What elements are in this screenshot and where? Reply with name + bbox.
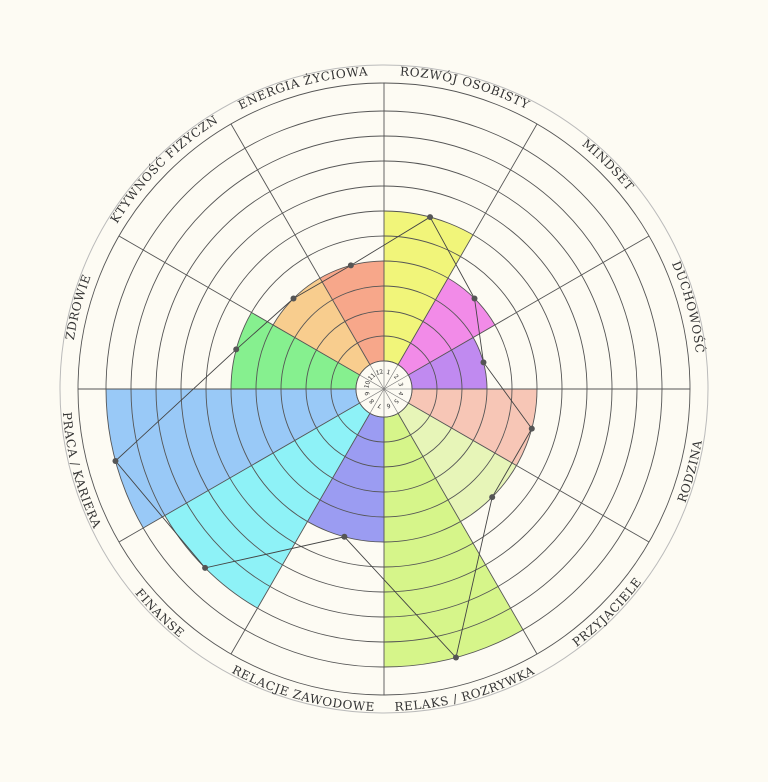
score-dot: [452, 654, 459, 661]
hub-number: 1: [386, 369, 392, 377]
sector-7: [307, 413, 384, 542]
hub-spoke: [359, 388, 385, 404]
score-dot: [233, 346, 240, 353]
category-label: DUCHOWOŚĆ: [669, 259, 709, 354]
category-label: FINANSE: [133, 586, 188, 641]
hub-number: 12: [375, 368, 384, 377]
hub-spoke: [383, 388, 409, 404]
sector-5: [398, 403, 517, 522]
sector-10: [231, 312, 360, 389]
category-label: RODZINA: [675, 439, 705, 505]
score-connector: [112, 214, 535, 661]
hub-number: 9: [364, 390, 372, 396]
score-dot: [480, 359, 487, 366]
spoke: [397, 123, 538, 365]
score-dot: [112, 457, 119, 464]
hub-number: 3: [396, 382, 404, 388]
spoke: [118, 235, 360, 376]
sector-9: [106, 389, 360, 528]
hub-number: 8: [368, 397, 376, 405]
spoke: [230, 123, 371, 365]
score-dot: [341, 533, 348, 540]
category-label: ENERGIA ŻYCIOWA: [236, 64, 369, 112]
hub-number: 10: [363, 380, 372, 389]
sector-2: [408, 337, 487, 389]
category-label: MINDSET: [579, 136, 636, 193]
hub-number: 2: [392, 373, 400, 381]
spoke: [230, 413, 371, 655]
score-dot: [202, 564, 209, 571]
score-dot: [427, 214, 434, 221]
hub-spoke: [383, 374, 409, 390]
sector-6: [384, 413, 523, 667]
sector-0: [384, 211, 473, 365]
hub-number: 7: [377, 401, 383, 409]
sector-11: [273, 278, 370, 375]
hub-spoke: [383, 388, 399, 414]
hub-number: 6: [385, 401, 391, 409]
grid: [59, 64, 709, 714]
sector-1: [398, 278, 495, 375]
hub-number: 11: [367, 372, 377, 382]
score-dot: [290, 295, 297, 302]
hub-spoke: [369, 364, 385, 390]
score-dot: [489, 494, 496, 501]
sector-8: [164, 403, 370, 609]
category-label: ROZWÓJ OSOBISTY: [400, 64, 533, 112]
category-label: PRZYJACIELE: [570, 575, 645, 650]
spoke: [408, 235, 650, 376]
hub-number: 5: [392, 397, 400, 405]
hub-number: 4: [396, 391, 404, 397]
hub-spoke: [359, 374, 385, 390]
category-label: RELAKS / ROZRYWKA: [394, 663, 537, 714]
spoke: [397, 413, 538, 655]
spoke: [118, 402, 360, 543]
outer-label-ring: [59, 64, 709, 714]
category-label: RELACJE ZAWODOWE: [230, 663, 376, 714]
score-dot: [528, 425, 535, 432]
filled-sectors: [106, 211, 537, 667]
sector-3: [408, 389, 537, 466]
spoke: [408, 402, 650, 543]
hub-spoke: [369, 388, 385, 414]
category-label: PRACA / KARIERA: [60, 411, 104, 530]
score-dot: [347, 262, 354, 269]
hub-spoke: [383, 364, 399, 390]
score-dot: [471, 295, 478, 302]
